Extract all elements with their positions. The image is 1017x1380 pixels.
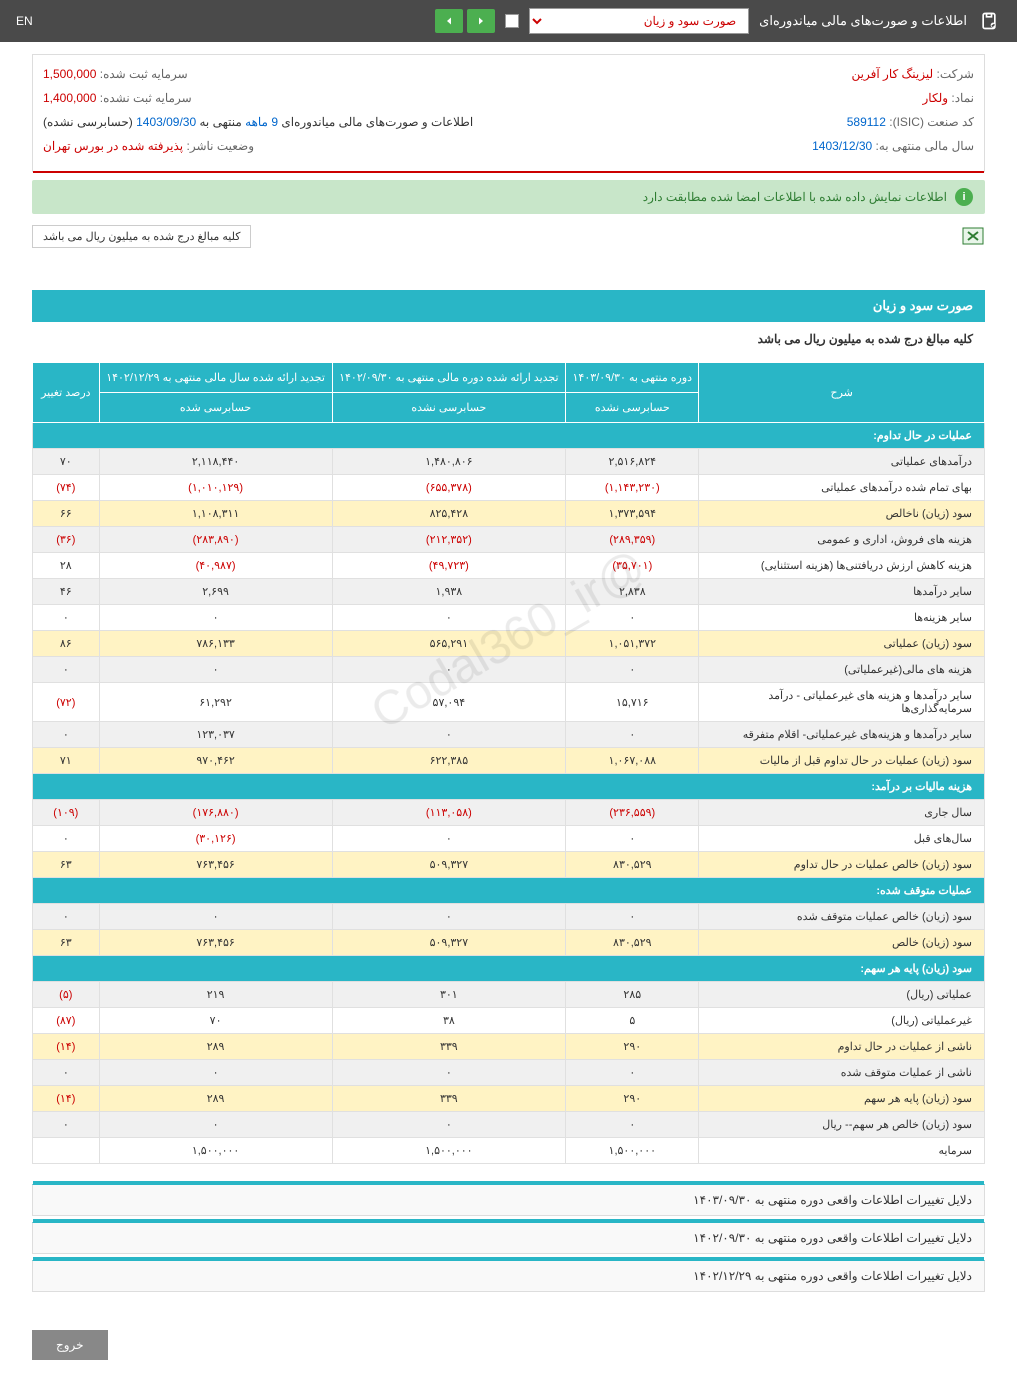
table-row: سود (زیان) خالص عملیات در حال تداوم۸۳۰,۵… [33, 852, 985, 878]
isic-value: 589112 [847, 115, 886, 129]
table-row: بهای تمام شده درآمدهای عملیاتی(۱,۱۴۳,۲۳۰… [33, 475, 985, 501]
report-dropdown[interactable]: صورت سود و زیان [529, 8, 749, 34]
footer-reason-box: دلایل تغییرات اطلاعات واقعی دوره منتهی ب… [32, 1260, 985, 1292]
table-row: ناشی از عملیات متوقف شده۰۰۰۰ [33, 1060, 985, 1086]
alert-text: اطلاعات نمایش داده شده با اطلاعات امضا ش… [643, 190, 947, 204]
th-col3-sub: حسابرسی شده [99, 393, 332, 423]
table-row: سود (زیان) عملیاتی۱,۰۵۱,۳۷۲۵۶۵,۲۹۱۷۸۶,۱۳… [33, 631, 985, 657]
excel-icon[interactable] [961, 224, 985, 248]
symbol-value: ولکار [923, 91, 949, 105]
table-row: سود (زیان) پایه هر سهم۲۹۰۳۳۹۲۸۹(۱۴) [33, 1086, 985, 1112]
th-col1-sub: حسابرسی نشده [566, 393, 699, 423]
table-row: سود (زیان) عملیات در حال تداوم قبل از ما… [33, 748, 985, 774]
th-pct: درصد تغییر [33, 363, 100, 423]
capital-unreg-value: 1,400,000 [43, 91, 96, 105]
lang-toggle[interactable]: EN [16, 14, 33, 28]
topbar: اطلاعات و صورت‌های مالی میاندوره‌ای صورت… [0, 0, 1017, 42]
status-value: پذیرفته شده در بورس تهران [43, 139, 183, 153]
table-row: سود (زیان) خالص عملیات متوقف شده۰۰۰۰ [33, 904, 985, 930]
table-row: سایر درآمدها و هزینه های غیرعملیاتی - در… [33, 683, 985, 722]
clipboard-icon [977, 9, 1001, 33]
fiscal-label: سال مالی منتهی به: [876, 139, 974, 153]
table-row: درآمدهای عملیاتی۲,۵۱۶,۸۲۴۱,۴۸۰,۸۰۶۲,۱۱۸,… [33, 449, 985, 475]
period-text: اطلاعات و صورت‌های مالی میاندوره‌ای 9 ما… [43, 115, 473, 129]
footer-reason-box: دلایل تغییرات اطلاعات واقعی دوره منتهی ب… [32, 1222, 985, 1254]
exit-button[interactable]: خروج [32, 1330, 108, 1360]
isic-label: کد صنعت (ISIC): [889, 115, 974, 129]
capital-reg-value: 1,500,000 [43, 67, 96, 81]
table-row: سود (زیان) ناخالص۱,۳۷۳,۵۹۴۸۲۵,۴۲۸۱,۱۰۸,۳… [33, 501, 985, 527]
verification-alert: i اطلاعات نمایش داده شده با اطلاعات امضا… [32, 180, 985, 214]
table-section-header: سود (زیان) پایه هر سهم: [33, 956, 985, 982]
section-title: صورت سود و زیان [32, 290, 985, 322]
capital-reg-label: سرمایه ثبت شده: [100, 67, 188, 81]
page-title: اطلاعات و صورت‌های مالی میاندوره‌ای [759, 13, 967, 29]
th-desc: شرح [699, 363, 985, 423]
status-label: وضعیت ناشر: [186, 139, 254, 153]
symbol-label: نماد: [951, 91, 974, 105]
table-section-header: هزینه مالیات بر درآمد: [33, 774, 985, 800]
table-row: هزینه های مالی(غیرعملیاتی)۰۰۰۰ [33, 657, 985, 683]
table-row: هزینه های فروش، اداری و عمومی(۲۸۹,۳۵۹)(۲… [33, 527, 985, 553]
th-col1: دوره منتهی به ۱۴۰۳/۰۹/۳۰ [566, 363, 699, 393]
nav-prev-button[interactable] [435, 9, 463, 33]
table-row: غیرعملیاتی (ریال)۵۳۸۷۰(۸۷) [33, 1008, 985, 1034]
table-row: عملیاتی (ریال)۲۸۵۳۰۱۲۱۹(۵) [33, 982, 985, 1008]
table-row: سال‌های قبل۰۰(۳۰,۱۲۶)۰ [33, 826, 985, 852]
th-col2: تجدید ارائه شده دوره مالی منتهی به ۱۴۰۲/… [332, 363, 566, 393]
footer-reason-box: دلایل تغییرات اطلاعات واقعی دوره منتهی ب… [32, 1184, 985, 1216]
th-col3: تجدید ارائه شده سال مالی منتهی به ۱۴۰۲/۱… [99, 363, 332, 393]
nav-next-button[interactable] [467, 9, 495, 33]
fiscal-value: 1403/12/30 [812, 139, 872, 153]
table-row: ناشی از عملیات در حال تداوم۲۹۰۳۳۹۲۸۹(۱۴) [33, 1034, 985, 1060]
table-row: سود (زیان) خالص هر سهم-- ریال۰۰۰۰ [33, 1112, 985, 1138]
table-row: هزینه کاهش ارزش دریافتنی‌ها (هزینه استثن… [33, 553, 985, 579]
company-value: لیزینگ کار آفرین [852, 67, 934, 81]
table-section-header: عملیات متوقف شده: [33, 878, 985, 904]
financial-table: شرح دوره منتهی به ۱۴۰۳/۰۹/۳۰ تجدید ارائه… [32, 362, 985, 1164]
table-row: سال جاری(۲۳۶,۵۵۹)(۱۱۳,۰۵۸)(۱۷۶,۸۸۰)(۱۰۹) [33, 800, 985, 826]
info-icon: i [955, 188, 973, 206]
th-col2-sub: حسابرسی نشده [332, 393, 566, 423]
capital-unreg-label: سرمایه ثبت نشده: [100, 91, 192, 105]
company-label: شرکت: [936, 67, 974, 81]
table-row: سود (زیان) خالص۸۳۰,۵۲۹۵۰۹,۳۲۷۷۶۳,۴۵۶۶۳ [33, 930, 985, 956]
table-row: سایر درآمدها و هزینه‌های غیرعملیاتی- اقل… [33, 722, 985, 748]
info-block: شرکت: لیزینگ کار آفرین سرمایه ثبت شده: 1… [32, 54, 985, 172]
section-subtitle: کلیه مبالغ درج شده به میلیون ریال می باش… [32, 326, 985, 352]
currency-note: کلیه مبالغ درج شده به میلیون ریال می باش… [32, 225, 251, 248]
table-row: سایر درآمدها۲,۸۳۸۱,۹۳۸۲,۶۹۹۴۶ [33, 579, 985, 605]
table-row: سایر هزینه‌ها۰۰۰۰ [33, 605, 985, 631]
table-section-header: عملیات در حال تداوم: [33, 423, 985, 449]
table-row: سرمایه۱,۵۰۰,۰۰۰۱,۵۰۰,۰۰۰۱,۵۰۰,۰۰۰ [33, 1138, 985, 1164]
